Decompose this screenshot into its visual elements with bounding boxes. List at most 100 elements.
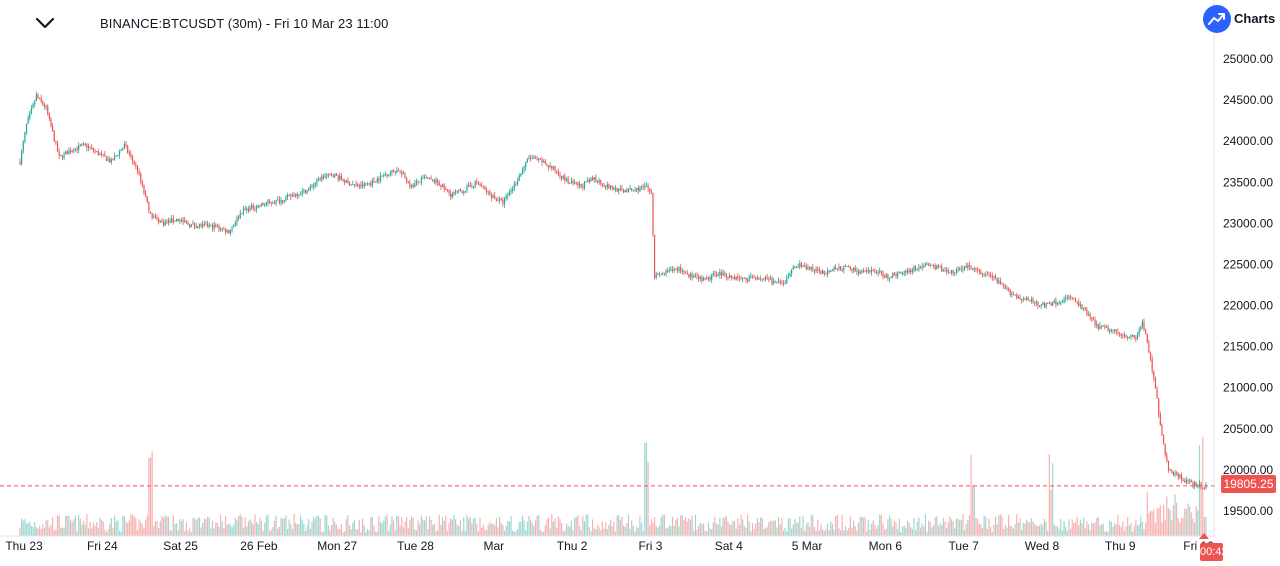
volume-bar	[133, 516, 135, 536]
candle-body	[131, 156, 134, 162]
volume-bar	[963, 529, 966, 536]
volume-bar	[389, 524, 391, 536]
trend-logo-icon[interactable]	[1203, 5, 1231, 33]
candle-body	[963, 266, 966, 270]
volume-bar	[606, 528, 608, 536]
candle-body	[574, 182, 576, 184]
volume-bar	[443, 520, 445, 536]
volume-bar	[440, 524, 442, 536]
volume-bar	[73, 519, 75, 536]
candle-body	[273, 203, 276, 204]
candle-body	[185, 222, 187, 224]
volume-bar	[549, 528, 551, 536]
candle-body	[789, 273, 791, 277]
candle-body	[707, 277, 710, 280]
volume-bar	[419, 524, 421, 536]
candle-body	[520, 174, 522, 176]
candle-body	[1104, 325, 1106, 328]
candle-body	[409, 182, 411, 187]
candle-body	[412, 184, 414, 188]
volume-bar	[985, 516, 987, 536]
candle-body	[536, 158, 538, 160]
volume-bar	[358, 519, 360, 536]
volume-bar	[472, 518, 475, 536]
candle-body	[174, 220, 176, 222]
candle-body	[337, 175, 339, 180]
candle-body	[334, 173, 336, 177]
volume-bar	[825, 529, 827, 536]
candle-body	[556, 170, 558, 172]
volume-bar	[352, 522, 354, 536]
volume-bar	[286, 529, 289, 536]
candle-body	[1154, 377, 1157, 389]
candle-body	[322, 176, 325, 179]
candle-body	[389, 172, 391, 175]
candle-body	[596, 180, 599, 183]
candle-body	[882, 272, 884, 277]
chevron-down-icon[interactable]	[34, 12, 56, 34]
volume-bar	[32, 526, 34, 536]
volume-bar	[1025, 519, 1028, 536]
volume-bar	[210, 528, 212, 536]
candle-body	[650, 191, 652, 193]
candle-body	[76, 148, 78, 150]
volume-bar	[319, 518, 321, 536]
volume-bar	[898, 518, 900, 536]
volume-bar	[616, 515, 618, 536]
volume-bar	[438, 514, 440, 536]
candle-body	[965, 266, 967, 268]
volume-bar	[1156, 508, 1158, 536]
volume-bar	[1153, 508, 1155, 536]
candle-body	[999, 280, 1002, 285]
candle-body	[562, 175, 564, 179]
candle-body	[50, 118, 52, 127]
price-tick-label: 24000.00	[1223, 134, 1273, 148]
volume-bar	[464, 530, 466, 536]
candle-body	[1017, 297, 1019, 299]
candle-body	[1035, 302, 1037, 304]
candle-body	[296, 193, 298, 196]
expand-arrow-icon[interactable]	[1199, 533, 1209, 539]
volume-bar	[653, 517, 656, 536]
volume-bar	[83, 520, 85, 536]
candle-body	[22, 141, 24, 152]
volume-bar	[1022, 522, 1024, 536]
volume-bar	[740, 515, 742, 536]
volume-bar	[185, 522, 187, 536]
candle-body	[1140, 327, 1142, 330]
candle-body	[781, 282, 783, 284]
candle-body	[415, 181, 418, 184]
time-tick-label: Mon 6	[869, 539, 903, 553]
volume-bar	[200, 527, 202, 536]
candle-body	[454, 191, 457, 193]
candle-body	[875, 272, 878, 274]
candle-body	[1032, 299, 1034, 303]
volume-bar	[872, 520, 874, 536]
candle-body	[104, 154, 106, 157]
volume-bar	[1012, 528, 1015, 536]
candle-body	[224, 229, 227, 233]
candle-body	[613, 187, 615, 190]
candle-body	[238, 217, 240, 219]
volume-bar	[66, 515, 68, 536]
candle-body	[751, 276, 754, 278]
candle-body	[74, 148, 77, 152]
volume-bar	[675, 519, 677, 536]
candle-body	[631, 188, 633, 191]
volume-bar	[171, 530, 173, 536]
volume-bar	[335, 524, 338, 536]
candle-body	[955, 269, 958, 273]
candle-body	[438, 182, 440, 186]
volume-bar	[1197, 510, 1199, 536]
volume-bar	[691, 515, 693, 536]
candle-body	[30, 108, 33, 114]
candle-body	[195, 226, 197, 228]
volume-bar	[1016, 514, 1018, 536]
candle-body	[357, 184, 359, 187]
candle-body	[1081, 304, 1083, 309]
candle-body	[428, 177, 431, 179]
volume-bar	[681, 515, 683, 536]
volume-bar	[309, 528, 311, 536]
candle-body	[308, 188, 310, 191]
